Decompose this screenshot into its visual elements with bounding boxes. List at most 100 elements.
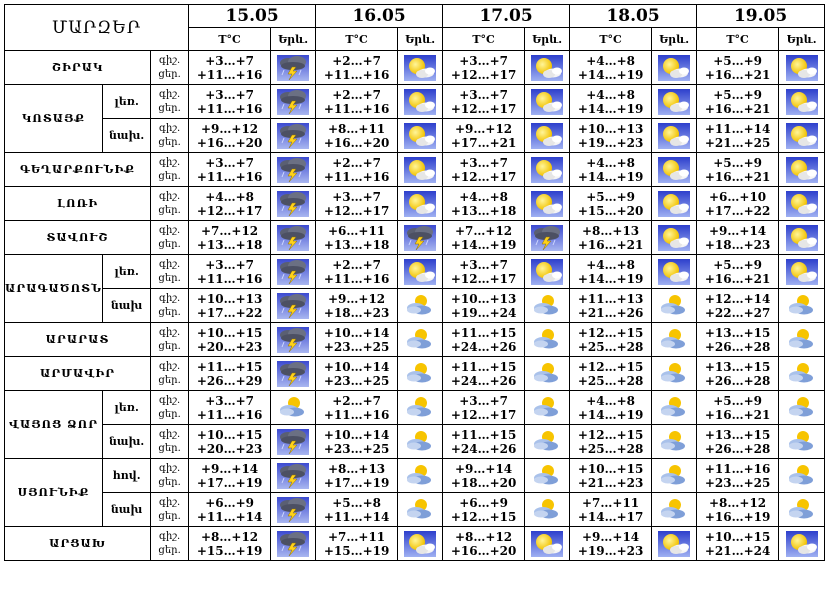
sun-behind-cloud-icon xyxy=(531,258,564,285)
sun-cloud-icon xyxy=(788,294,813,314)
thunderstorm-icon xyxy=(277,54,310,81)
night-temp: +7…+11 xyxy=(328,529,386,544)
night-temp: +13…+15 xyxy=(704,359,771,374)
weather-icon-cell xyxy=(778,390,826,425)
time-of-day-cell: գիշ. ցեր. xyxy=(150,220,190,255)
temperature-cell: +4…+8 +13…+18 xyxy=(442,186,526,221)
day-temp: +11…+16 xyxy=(196,101,263,116)
sun-cloud-icon xyxy=(534,396,559,416)
temperature-cell: +4…+8 +14…+19 xyxy=(569,152,653,187)
temperature-cell: +8…+12 +16…+20 xyxy=(442,526,526,561)
night-temp: +10…+13 xyxy=(577,121,644,136)
sun-behind-cloud-icon xyxy=(658,530,691,557)
night-temp: +6…+10 xyxy=(709,189,767,204)
weather-icon-cell xyxy=(524,492,571,527)
day-temp: +12…+17 xyxy=(450,101,517,116)
day-label: ցեր. xyxy=(158,374,181,386)
sun-cloud-icon xyxy=(407,328,432,348)
night-temp: +3…+7 xyxy=(459,393,508,408)
temperature-cell: +2…+7 +11…+16 xyxy=(315,50,399,85)
weather-icon-cell xyxy=(270,288,317,323)
thunderstorm-icon xyxy=(277,224,310,251)
night-temp: +8…+13 xyxy=(582,223,640,238)
weather-icon-cell xyxy=(524,152,571,187)
day-temp: +16…+21 xyxy=(704,67,771,82)
sun-behind-cloud-icon xyxy=(404,156,437,183)
night-temp: +4…+8 xyxy=(586,53,635,68)
weather-icon-cell xyxy=(651,424,698,459)
night-temp: +9…+12 xyxy=(455,121,513,136)
temperature-cell: +10…+13 +19…+24 xyxy=(442,288,526,323)
weather-icon-cell xyxy=(524,84,571,119)
temperature-cell: +9…+12 +18…+23 xyxy=(315,288,399,323)
temperature-cell: +4…+8 +14…+19 xyxy=(569,50,653,85)
night-temp: +9…+12 xyxy=(201,121,259,136)
subregion-name: նախ. xyxy=(102,118,152,153)
sun-cloud-icon xyxy=(407,430,432,450)
temperature-cell: +4…+8 +14…+19 xyxy=(569,84,653,119)
thunderstorm-icon xyxy=(277,88,310,115)
weather-icon-cell xyxy=(397,152,444,187)
table-row: ԱՐԱԳԱԾՈՏՆ լեռ. գիշ. ցեր. +3…+7 +11…+16 +2…+7 +1… xyxy=(3,254,826,323)
day-temp: +19…+23 xyxy=(577,543,644,558)
night-temp: +9…+14 xyxy=(201,461,259,476)
day-temp: +14…+19 xyxy=(577,101,644,116)
sun-behind-cloud-icon xyxy=(658,54,691,81)
weather-icon-cell xyxy=(397,356,444,391)
day-temp: +15…+19 xyxy=(196,543,263,558)
night-temp: +5…+9 xyxy=(586,189,635,204)
sun-cloud-icon xyxy=(534,294,559,314)
night-temp: +8…+11 xyxy=(328,121,386,136)
weather-icon-cell xyxy=(524,390,571,425)
time-of-day-cell: գիշ. ցեր. xyxy=(150,458,190,493)
time-of-day-cell: գիշ. ցեր. xyxy=(150,492,190,527)
temperature-cell: +6…+10 +17…+22 xyxy=(696,186,780,221)
night-temp: +4…+8 xyxy=(586,155,635,170)
night-temp: +10…+14 xyxy=(323,359,390,374)
sun-cloud-icon xyxy=(788,464,813,484)
weather-icon-cell xyxy=(397,322,444,357)
subregion-name: նախ xyxy=(102,492,152,527)
sun-behind-cloud-icon xyxy=(658,258,691,285)
day-label: ցեր. xyxy=(158,510,181,522)
time-of-day-cell: գիշ. ցեր. xyxy=(150,356,190,391)
night-temp: +10…+15 xyxy=(196,427,263,442)
time-of-day-cell: գիշ. ցեր. xyxy=(150,152,190,187)
weather-icon-cell xyxy=(651,118,698,153)
time-of-day-cell: գիշ. ցեր. xyxy=(150,254,190,289)
weather-icon-cell xyxy=(778,254,826,289)
day-temp: +21…+25 xyxy=(704,135,771,150)
night-temp: +8…+12 xyxy=(709,495,767,510)
night-temp: +9…+14 xyxy=(709,223,767,238)
region-name: ԼՈՌԻ xyxy=(3,186,152,221)
weather-icon-cell xyxy=(651,186,698,221)
sun-behind-cloud-icon xyxy=(531,156,564,183)
day-temp: +11…+16 xyxy=(196,169,263,184)
day-temp: +23…+25 xyxy=(704,475,771,490)
temperature-cell: +13…+15 +26…+28 xyxy=(696,356,780,391)
night-label: գիշ. xyxy=(159,88,181,100)
weather-icon-cell xyxy=(524,118,571,153)
night-temp: +9…+12 xyxy=(328,291,386,306)
temperature-cell: +9…+14 +18…+23 xyxy=(696,220,780,255)
temperature-cell: +13…+15 +26…+28 xyxy=(696,424,780,459)
temperature-cell: +5…+9 +15…+20 xyxy=(569,186,653,221)
sun-behind-cloud-icon xyxy=(658,224,691,251)
temperature-cell: +11…+15 +26…+29 xyxy=(188,356,272,391)
weather-icon-cell xyxy=(524,186,571,221)
region-name: ԱՐՑԱԽ xyxy=(3,526,152,561)
weather-icon-cell xyxy=(778,220,826,255)
night-temp: +12…+15 xyxy=(577,427,644,442)
weather-column-header: Երև. xyxy=(397,27,444,51)
temperature-cell: +2…+7 +11…+16 xyxy=(315,84,399,119)
night-temp: +11…+15 xyxy=(450,359,517,374)
sun-cloud-icon xyxy=(534,430,559,450)
day-temp: +24…+26 xyxy=(450,339,517,354)
weather-icon-cell xyxy=(651,322,698,357)
day-label: ցեր. xyxy=(158,476,181,488)
day-temp: +26…+28 xyxy=(704,339,771,354)
day-temp: +11…+16 xyxy=(323,407,390,422)
sun-cloud-icon xyxy=(788,430,813,450)
thunderstorm-icon xyxy=(277,326,310,353)
night-temp: +7…+11 xyxy=(582,495,640,510)
